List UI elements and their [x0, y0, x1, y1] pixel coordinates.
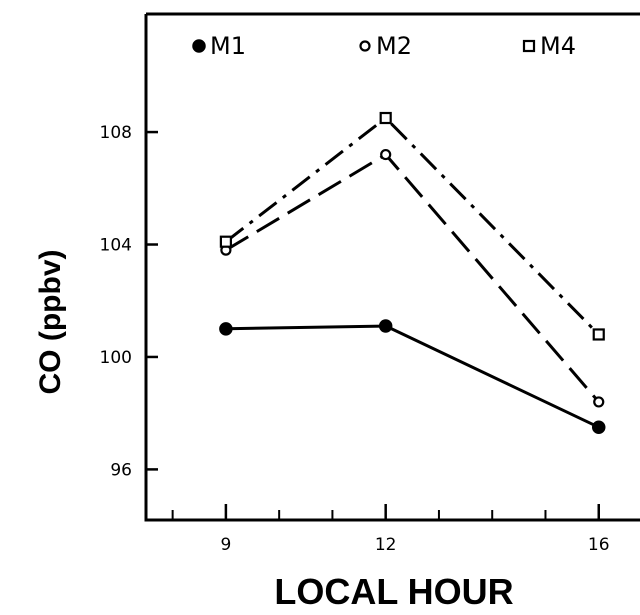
data-point-m1 [591, 420, 606, 434]
plot-frame [144, 12, 640, 522]
data-point-m1 [219, 322, 233, 336]
data-point-m2 [593, 396, 605, 408]
y-tick-label: 96 [110, 460, 132, 480]
plot-border [144, 12, 640, 522]
legend-marker-m4 [522, 39, 536, 53]
legend-marker-m1 [192, 39, 206, 53]
y-tick-label: 108 [100, 123, 132, 143]
data-point-m4 [219, 235, 232, 248]
data-point-m2 [380, 148, 392, 161]
y-tick-label: 100 [100, 348, 132, 368]
x-axis-title: LOCAL HOUR [274, 571, 513, 612]
y-axis-title: CO (ppbv) [34, 250, 67, 395]
legend: M1 M2 M4 [192, 32, 576, 60]
x-tick-label: 9 [220, 535, 231, 555]
series-lines [224, 116, 600, 429]
legend-label-m2: M2 [376, 32, 412, 60]
x-tick-label: 12 [375, 535, 397, 555]
legend-label-m4: M4 [540, 32, 576, 60]
axis-ticks: 96 100 104 108 9 12 16 [100, 123, 610, 555]
y-tick-label: 104 [100, 236, 132, 256]
data-point-m4 [379, 111, 392, 125]
series-line-m1 [225, 324, 600, 429]
x-tick-label: 16 [588, 535, 610, 555]
legend-marker-m2 [359, 40, 371, 52]
series-markers [219, 111, 606, 434]
series-line-m4 [224, 116, 600, 336]
data-point-m4 [592, 328, 605, 341]
data-point-m1 [378, 319, 393, 333]
legend-label-m1: M1 [210, 32, 246, 60]
